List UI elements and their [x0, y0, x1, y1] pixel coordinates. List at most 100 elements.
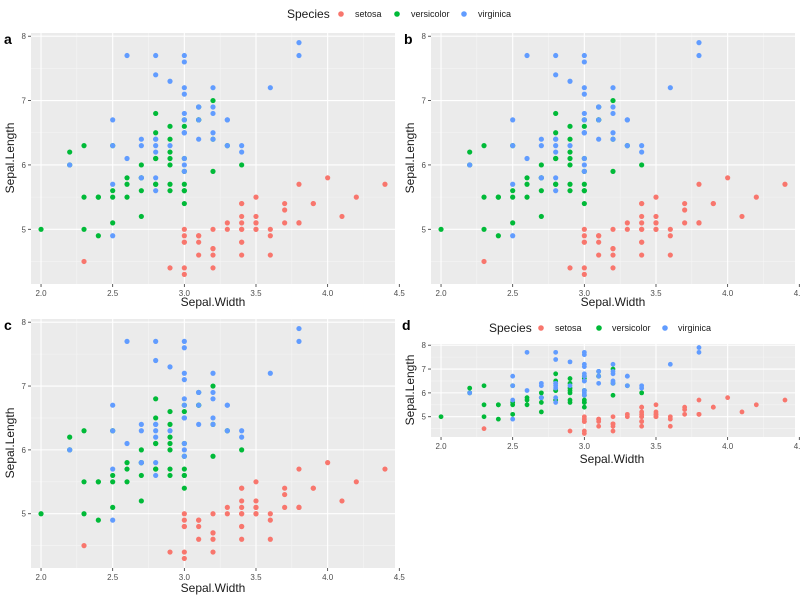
point-virginica	[296, 40, 302, 46]
point-versicolor	[167, 440, 173, 447]
point-virginica	[510, 416, 516, 422]
point-versicolor	[153, 155, 159, 162]
panel-tag-a: a	[4, 31, 12, 47]
point-virginica	[596, 380, 602, 386]
point-virginica	[210, 396, 216, 402]
point-virginica	[181, 396, 187, 402]
point-virginica	[153, 421, 159, 427]
point-virginica	[553, 72, 559, 78]
x-tick-label: 2.0	[35, 289, 47, 298]
point-virginica	[181, 110, 187, 117]
point-virginica	[196, 389, 202, 396]
point-virginica	[581, 110, 587, 117]
point-versicolor	[138, 498, 144, 504]
point-versicolor	[481, 383, 487, 389]
point-virginica	[181, 162, 187, 168]
point-setosa	[167, 549, 173, 555]
point-virginica	[610, 361, 616, 367]
point-virginica	[224, 402, 230, 408]
point-versicolor	[510, 402, 516, 408]
point-virginica	[110, 143, 116, 149]
point-versicolor	[481, 226, 487, 232]
point-setosa	[696, 220, 702, 226]
point-virginica	[296, 338, 302, 344]
point-virginica	[110, 402, 116, 408]
point-versicolor	[95, 233, 101, 239]
point-versicolor	[167, 188, 173, 194]
point-setosa	[239, 252, 245, 258]
y-tick-label: 6	[422, 161, 427, 170]
point-versicolor	[181, 485, 187, 491]
point-setosa	[624, 414, 630, 420]
scatter-panel-a: a 2.0 2.5 3.0 3.5 4.0 4.5 5 6 7 8 Sepal.Width Se…	[3, 31, 405, 309]
point-setosa	[239, 220, 245, 226]
point-versicolor	[538, 400, 544, 405]
point-versicolor	[81, 194, 87, 200]
x-tick-label: 3.5	[250, 573, 262, 582]
point-setosa	[253, 213, 259, 220]
point-versicolor	[481, 194, 487, 200]
point-versicolor	[467, 385, 473, 391]
y-tick-label: 7	[422, 365, 427, 374]
point-versicolor	[124, 466, 130, 472]
point-setosa	[282, 504, 288, 510]
point-setosa	[782, 181, 788, 187]
point-versicolor	[110, 188, 116, 194]
point-virginica	[596, 369, 602, 374]
point-virginica	[110, 466, 116, 472]
point-virginica	[181, 91, 187, 97]
point-setosa	[725, 175, 731, 181]
point-setosa	[282, 207, 288, 213]
point-setosa	[581, 414, 587, 420]
point-virginica	[553, 188, 559, 194]
point-setosa	[239, 485, 245, 491]
point-versicolor	[495, 233, 501, 239]
point-setosa	[567, 265, 573, 271]
point-virginica	[138, 421, 144, 427]
point-virginica	[538, 383, 544, 389]
point-setosa	[196, 233, 202, 239]
x-tick-label: 4.5	[794, 289, 800, 298]
point-setosa	[639, 419, 645, 424]
point-versicolor	[567, 188, 573, 194]
point-virginica	[153, 338, 159, 344]
point-setosa	[81, 543, 87, 549]
point-virginica	[581, 373, 587, 379]
point-setosa	[267, 517, 273, 523]
point-setosa	[267, 226, 273, 232]
point-versicolor	[581, 200, 587, 207]
x-tick-label: 4.0	[322, 289, 334, 298]
y-tick-label: 7	[22, 97, 27, 106]
point-virginica	[153, 357, 159, 364]
point-setosa	[210, 536, 216, 542]
point-virginica	[624, 117, 630, 123]
point-virginica	[667, 85, 673, 91]
point-versicolor	[553, 110, 559, 117]
point-versicolor	[95, 194, 101, 200]
point-virginica	[567, 78, 573, 84]
point-versicolor	[124, 175, 130, 181]
point-virginica	[153, 149, 159, 155]
point-versicolor	[538, 390, 544, 396]
point-virginica	[624, 383, 630, 389]
point-versicolor	[67, 149, 73, 155]
point-setosa	[639, 252, 645, 258]
point-virginica	[538, 143, 544, 149]
point-setosa	[696, 181, 702, 187]
point-versicolor	[553, 371, 559, 377]
point-versicolor	[167, 136, 173, 142]
point-setosa	[682, 411, 688, 417]
point-versicolor	[210, 97, 216, 104]
point-virginica	[138, 175, 144, 181]
point-setosa	[210, 511, 216, 517]
point-versicolor	[81, 143, 87, 149]
x-tick-label: 3.0	[179, 289, 191, 298]
point-virginica	[181, 52, 187, 59]
x-tick-label: 4.0	[722, 442, 734, 451]
point-versicolor	[38, 511, 44, 517]
point-virginica	[153, 434, 159, 440]
point-versicolor	[138, 188, 144, 194]
point-versicolor	[553, 130, 559, 136]
point-virginica	[581, 162, 587, 168]
point-setosa	[181, 523, 187, 530]
